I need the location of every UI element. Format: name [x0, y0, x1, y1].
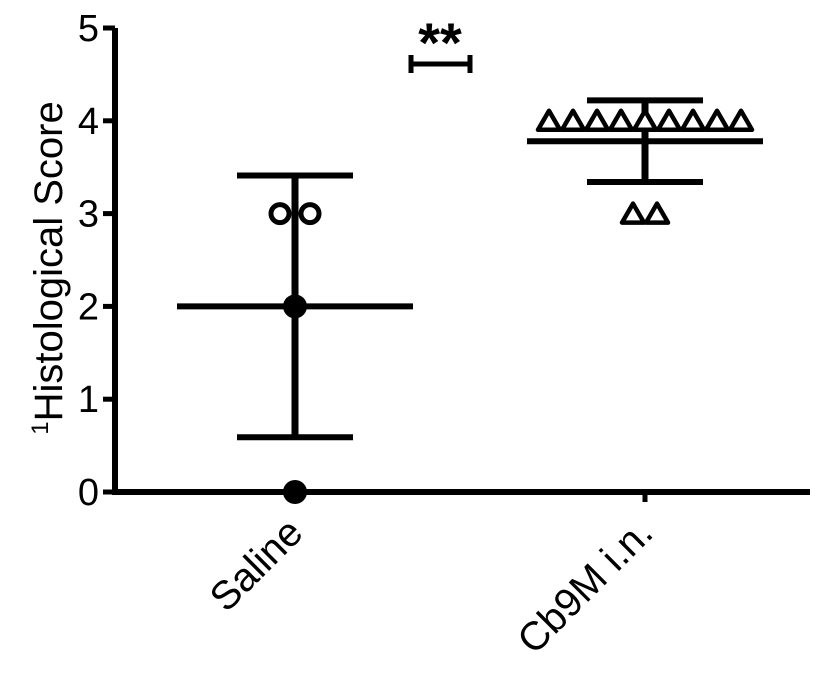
data-point	[283, 294, 307, 319]
y-tick-label: 0	[78, 472, 99, 514]
data-point	[727, 108, 755, 133]
x-axis: Saline Cb9M i.n.	[112, 489, 810, 662]
data-point	[679, 108, 707, 133]
data-point	[298, 202, 322, 226]
data-point	[703, 108, 731, 133]
x-category-label: Saline	[202, 510, 312, 620]
series-2	[527, 97, 763, 225]
y-axis-label-superscript: 1	[27, 421, 54, 434]
data-point	[583, 108, 611, 133]
data-point	[535, 108, 563, 133]
data-point	[631, 108, 659, 133]
y-tick-label: 4	[78, 101, 99, 143]
x-category-label: Cb9M i.n.	[509, 510, 661, 662]
data-point	[283, 480, 307, 504]
data-point	[643, 201, 671, 225]
plot-area	[177, 55, 763, 504]
significance-bracket	[408, 55, 473, 73]
data-point	[607, 108, 635, 133]
data-point	[559, 108, 587, 133]
series-1	[177, 172, 413, 504]
data-point	[268, 202, 292, 226]
y-axis: 0 1 2 3 4 5	[78, 8, 118, 514]
y-axis-label: 1Histological Score	[27, 101, 71, 435]
y-tick-label: 3	[78, 194, 99, 236]
data-point	[619, 201, 647, 225]
data-point	[655, 108, 683, 133]
y-tick-label: 2	[78, 286, 99, 328]
y-tick-label: 1	[78, 379, 99, 421]
significance-label: **	[418, 11, 462, 74]
y-tick-label: 5	[78, 8, 99, 50]
y-axis-label-text: Histological Score	[27, 101, 71, 421]
